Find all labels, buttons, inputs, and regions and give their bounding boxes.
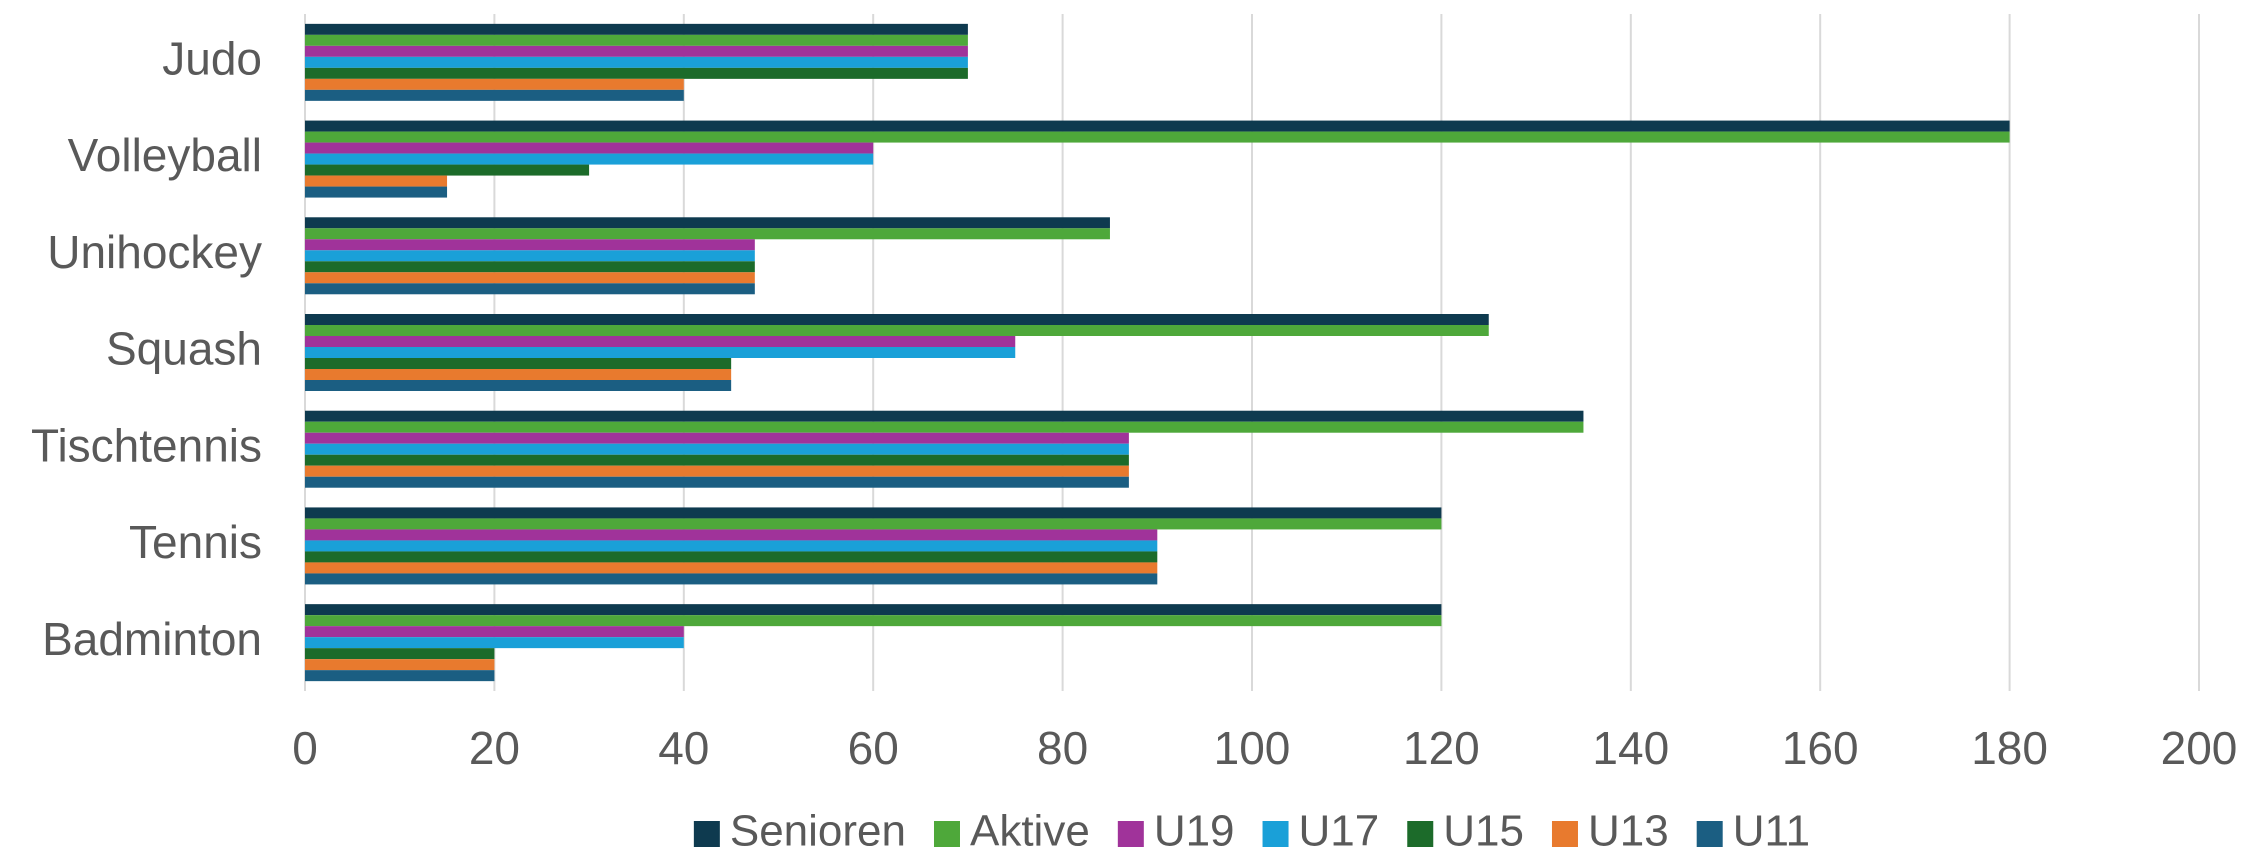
x-tick-label: 100 [1214,722,1291,774]
bar [305,369,732,380]
bar [305,454,1129,466]
bar [305,604,1442,616]
bar [305,551,1158,563]
bar [305,358,732,369]
legend-swatch [1117,821,1144,847]
legend-label: U17 [1299,807,1380,855]
legend-label: Aktive [970,807,1090,855]
legend-swatch [933,821,960,847]
x-tick-label: 160 [1782,722,1859,774]
bar [305,518,1442,530]
bar [305,217,1110,229]
legend-item: U11 [1696,807,1810,855]
legend-item: U15 [1407,807,1524,855]
bar [305,261,755,273]
legend-label: U11 [1733,807,1810,855]
x-tick-label: 0 [292,722,318,774]
bar [305,23,968,35]
legend-label: U15 [1443,807,1524,855]
y-tick-label: Judo [162,33,262,85]
bar [305,648,495,660]
legend-label: U13 [1588,807,1669,855]
bar [305,476,1129,488]
bar [305,67,968,79]
x-tick-label: 40 [658,722,709,774]
bar [305,443,1129,455]
bar [305,637,684,649]
bar [305,34,968,46]
bar [305,89,684,101]
bar [305,615,1442,627]
bar [305,380,732,391]
bar [305,78,684,90]
bar [305,239,755,251]
bar [305,421,1584,433]
bar [305,432,1129,444]
bar [305,562,1158,574]
bar [305,507,1442,519]
x-tick-label: 180 [1971,722,2048,774]
legend-swatch [1262,821,1289,847]
legend-swatch [1551,821,1578,847]
bar [305,314,1489,325]
legend-swatch [1696,821,1723,847]
bar [305,272,755,284]
x-tick-label: 80 [1037,722,1088,774]
bar [305,142,874,154]
bar [305,670,495,682]
bar [305,529,1158,541]
y-tick-label: Tischtennis [31,419,262,471]
bar [305,45,968,57]
bar [305,228,1110,240]
bar [305,175,448,187]
legend-item: Senioren [693,807,906,855]
x-tick-label: 60 [848,722,899,774]
bar [305,325,1489,336]
bar [305,164,590,176]
x-tick-label: 140 [1592,722,1669,774]
y-tick-label: Badminton [42,613,262,665]
bar [305,250,755,262]
bar [305,336,1016,347]
bar [305,153,874,165]
y-tick-label: Squash [106,323,262,375]
legend-label: Senioren [730,807,906,855]
legend-item: U19 [1117,807,1235,855]
bar [305,283,755,295]
bar [305,186,448,198]
bar [305,131,2010,143]
bar [305,626,684,638]
bar [305,56,968,68]
x-tick-label: 20 [469,722,520,774]
legend-item: U13 [1551,807,1669,855]
bar [305,465,1129,477]
legend-label: U19 [1154,807,1235,855]
bar [305,410,1584,422]
x-tick-label: 120 [1403,722,1480,774]
bar [305,120,2010,132]
y-tick-label: Tennis [129,516,262,568]
bar [305,659,495,671]
legend-item: Aktive [933,807,1090,855]
legend-item: U17 [1262,807,1380,855]
x-tick-label: 200 [2161,722,2238,774]
y-tick-label: Volleyball [68,129,262,181]
bar [305,573,1158,585]
bar [305,347,1016,358]
bar [305,540,1158,552]
legend-swatch [693,821,720,847]
y-tick-label: Unihockey [47,226,262,278]
legend-swatch [1407,821,1434,847]
